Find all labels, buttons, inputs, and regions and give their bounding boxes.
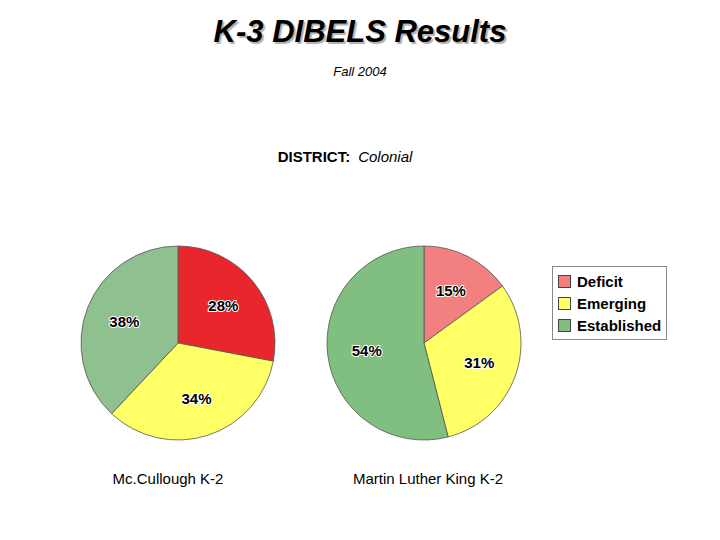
html-text:Colonial: Colonial xyxy=(358,148,413,165)
svg-text:31%: 31% xyxy=(464,354,494,371)
svg-text:38%: 38% xyxy=(109,313,139,330)
html-text:Emerging: Emerging xyxy=(577,294,647,312)
svg-text:28%: 28% xyxy=(208,297,238,314)
html-text:Deficit: Deficit xyxy=(577,272,623,290)
html-text:Fall 2004: Fall 2004 xyxy=(333,64,387,79)
html-text:Established: Established xyxy=(577,316,662,334)
html-text:Mc.Cullough K-2: Mc.Cullough K-2 xyxy=(112,470,224,487)
html-text:DISTRICT:: DISTRICT: xyxy=(277,148,351,165)
svg-text:15%: 15% xyxy=(436,282,466,299)
html-text:Martin Luther King K-2: Martin Luther King K-2 xyxy=(353,470,503,487)
svg-text:54%: 54% xyxy=(352,342,382,359)
html-text:K-3 DIBELS Results: K-3 DIBELS Results xyxy=(213,14,507,49)
svg-text:34%: 34% xyxy=(181,390,211,407)
